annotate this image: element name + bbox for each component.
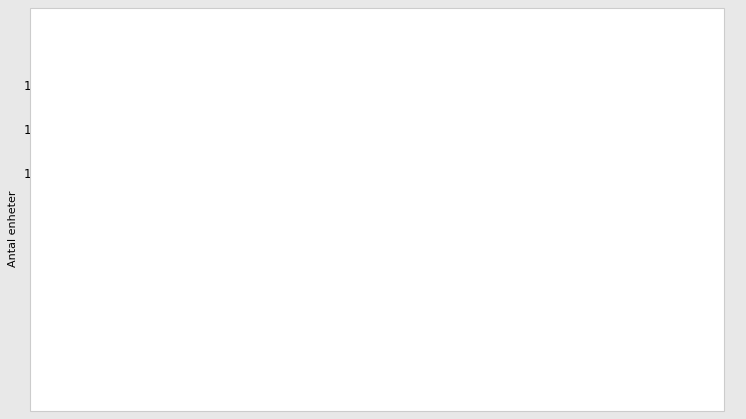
- Y-axis label: Antal enheter: Antal enheter: [8, 190, 19, 266]
- Bar: [119, 300, 154, 394]
- Bar: [383, 339, 418, 394]
- Bar: [313, 320, 348, 394]
- Bar: [348, 329, 383, 394]
- Bar: [189, 347, 224, 394]
- Bar: [154, 332, 189, 394]
- Bar: [507, 136, 542, 394]
- Title: Värmepumpförsäljningen i Sverige
4:e kvartalet 2010-2012: Värmepumpförsäljningen i Sverige 4:e kva…: [203, 14, 528, 53]
- Bar: [542, 178, 577, 394]
- Legend: 2010, 2011, 2012: 2010, 2011, 2012: [592, 229, 651, 281]
- Bar: [577, 238, 612, 394]
